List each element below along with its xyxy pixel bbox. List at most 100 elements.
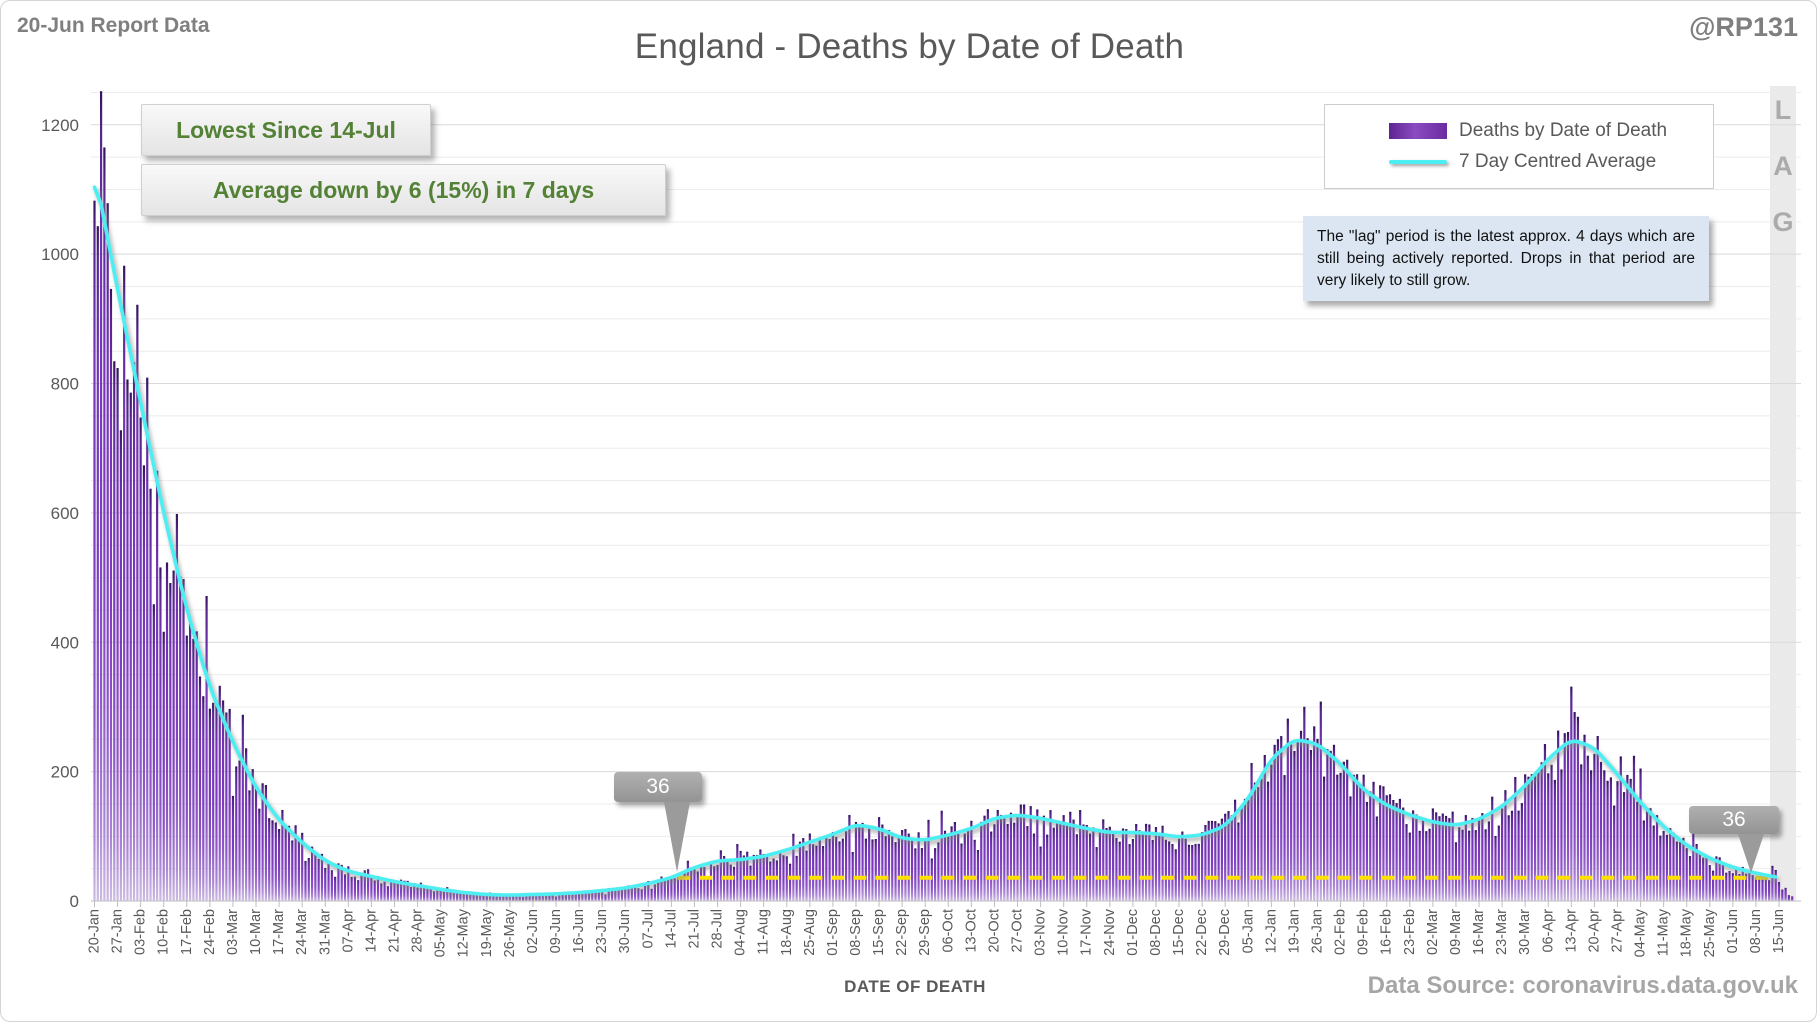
svg-text:14-Jul: 14-Jul: [663, 909, 679, 949]
bars-series: [93, 91, 1794, 902]
svg-text:11-May: 11-May: [1656, 908, 1672, 956]
svg-text:19-Jan: 19-Jan: [1286, 909, 1302, 953]
svg-text:01-Dec: 01-Dec: [1125, 909, 1141, 956]
svg-text:18-May: 18-May: [1679, 908, 1695, 957]
svg-text:15-Dec: 15-Dec: [1171, 909, 1187, 956]
svg-text:29-Dec: 29-Dec: [1217, 909, 1233, 956]
svg-text:27-Apr: 27-Apr: [1609, 909, 1625, 953]
svg-text:L: L: [1775, 95, 1792, 125]
svg-text:04-Aug: 04-Aug: [733, 909, 749, 956]
svg-text:25-Aug: 25-Aug: [802, 909, 818, 956]
svg-text:07-Apr: 07-Apr: [340, 909, 356, 953]
svg-text:15-Jun: 15-Jun: [1771, 909, 1787, 953]
lag-band-label: LAG: [1772, 95, 1793, 237]
svg-text:13-Apr: 13-Apr: [1563, 909, 1579, 953]
callout-36-right-value: 36: [1722, 808, 1746, 831]
legend-label-bars: Deaths by Date of Death: [1459, 120, 1668, 141]
x-axis-title: DATE OF DEATH: [844, 977, 986, 996]
svg-text:17-Nov: 17-Nov: [1079, 908, 1095, 955]
svg-text:06-Apr: 06-Apr: [1540, 909, 1556, 953]
svg-text:15-Sep: 15-Sep: [871, 909, 887, 956]
svg-text:20-Oct: 20-Oct: [986, 909, 1002, 953]
svg-text:03-Nov: 03-Nov: [1033, 908, 1049, 955]
svg-text:12-May: 12-May: [456, 908, 472, 957]
svg-text:01-Jun: 01-Jun: [1725, 909, 1741, 953]
callout-tail: [1738, 834, 1764, 873]
callout-36-left-value: 36: [646, 775, 670, 798]
bar-series-swatch: [1389, 123, 1447, 139]
y-axis-labels: 0 200 400 600 800 1000 1200: [41, 116, 79, 911]
svg-text:04-May: 04-May: [1633, 908, 1649, 957]
line-series-swatch: [1389, 160, 1447, 164]
svg-text:24-Nov: 24-Nov: [1102, 908, 1118, 955]
annotation-lowest-since: Lowest Since 14-Jul: [141, 104, 431, 156]
page-title: England - Deaths by Date of Death: [634, 27, 1185, 66]
svg-text:24-Feb: 24-Feb: [202, 909, 218, 955]
svg-text:21-Apr: 21-Apr: [386, 909, 402, 953]
svg-text:800: 800: [51, 375, 79, 394]
svg-text:03-Mar: 03-Mar: [225, 909, 241, 955]
svg-text:24-Mar: 24-Mar: [294, 909, 310, 955]
svg-text:05-Jan: 05-Jan: [1240, 909, 1256, 953]
svg-text:28-Apr: 28-Apr: [410, 909, 426, 953]
svg-text:08-Jun: 08-Jun: [1748, 909, 1764, 953]
svg-text:18-Aug: 18-Aug: [779, 909, 795, 956]
svg-text:10-Feb: 10-Feb: [156, 909, 172, 955]
svg-text:02-Feb: 02-Feb: [1333, 909, 1349, 955]
svg-text:200: 200: [51, 763, 79, 782]
svg-text:21-Jul: 21-Jul: [686, 909, 702, 949]
svg-text:31-Mar: 31-Mar: [317, 909, 333, 955]
svg-text:17-Mar: 17-Mar: [271, 909, 287, 955]
svg-text:10-Nov: 10-Nov: [1056, 908, 1072, 955]
svg-text:16-Jun: 16-Jun: [571, 909, 587, 953]
svg-text:28-Jul: 28-Jul: [710, 909, 726, 949]
svg-text:08-Dec: 08-Dec: [1148, 909, 1164, 956]
svg-text:400: 400: [51, 633, 79, 652]
svg-text:09-Jun: 09-Jun: [548, 909, 564, 953]
svg-text:29-Sep: 29-Sep: [917, 909, 933, 956]
svg-text:23-Feb: 23-Feb: [1402, 909, 1418, 955]
svg-text:02-Mar: 02-Mar: [1425, 909, 1441, 955]
svg-text:19-May: 19-May: [479, 908, 495, 957]
svg-text:09-Feb: 09-Feb: [1356, 909, 1372, 955]
legend: Deaths by Date of Death 7 Day Centred Av…: [1324, 104, 1714, 189]
author-handle: @RP131: [1689, 12, 1798, 42]
svg-text:06-Oct: 06-Oct: [940, 909, 956, 953]
svg-text:27-Jan: 27-Jan: [110, 909, 126, 953]
svg-text:02-Jun: 02-Jun: [525, 909, 541, 953]
annotation-average-change: Average down by 6 (15%) in 7 days: [141, 164, 666, 216]
svg-text:23-Jun: 23-Jun: [594, 909, 610, 953]
lag-explanation-note: The "lag" period is the latest approx. 4…: [1303, 216, 1709, 301]
svg-text:23-Mar: 23-Mar: [1494, 909, 1510, 955]
legend-label-average: 7 Day Centred Average: [1459, 151, 1657, 172]
svg-text:10-Mar: 10-Mar: [248, 909, 264, 955]
svg-text:27-Oct: 27-Oct: [1010, 909, 1026, 953]
report-date-label: 20-Jun Report Data: [17, 14, 210, 37]
svg-text:07-Jul: 07-Jul: [640, 909, 656, 949]
average-line: [92, 185, 1778, 897]
svg-text:30-Mar: 30-Mar: [1517, 909, 1533, 955]
svg-text:22-Dec: 22-Dec: [1194, 909, 1210, 956]
svg-text:20-Jan: 20-Jan: [87, 909, 103, 953]
svg-text:12-Jan: 12-Jan: [1263, 909, 1279, 953]
svg-text:16-Feb: 16-Feb: [1379, 909, 1395, 955]
svg-text:13-Oct: 13-Oct: [963, 909, 979, 953]
x-axis: [91, 900, 1801, 907]
data-source-label: Data Source: coronavirus.data.gov.uk: [1367, 972, 1798, 999]
svg-text:05-May: 05-May: [433, 908, 449, 957]
callout-36-left: 36: [614, 772, 702, 872]
svg-text:600: 600: [51, 504, 79, 523]
callout-tail: [664, 802, 690, 872]
svg-text:G: G: [1772, 207, 1793, 237]
x-axis-labels: 20-Jan 27-Jan 03-Feb 10-Feb 17-Feb 24-Feb 03-M…: [87, 908, 1788, 957]
svg-text:17-Feb: 17-Feb: [179, 909, 195, 955]
svg-text:03-Feb: 03-Feb: [133, 909, 149, 955]
svg-text:25-May: 25-May: [1702, 908, 1718, 957]
callout-36-right: 36: [1689, 806, 1779, 873]
svg-text:01-Sep: 01-Sep: [825, 909, 841, 956]
annotation-average-text: Average down by 6 (15%) in 7 days: [212, 176, 595, 203]
annotation-lowest-text: Lowest Since 14-Jul: [176, 116, 396, 143]
svg-text:09-Mar: 09-Mar: [1448, 909, 1464, 955]
svg-text:08-Sep: 08-Sep: [848, 909, 864, 956]
